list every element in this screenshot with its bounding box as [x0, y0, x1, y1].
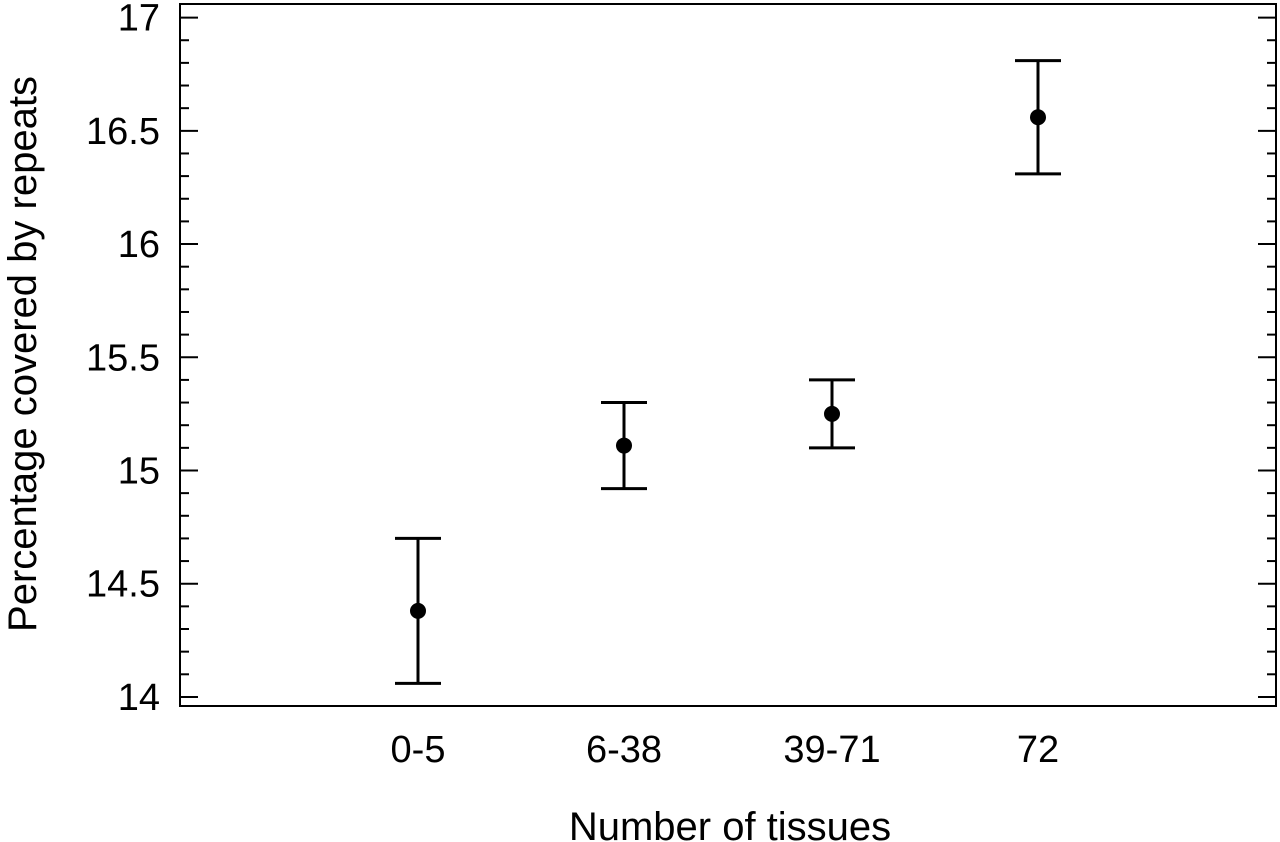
y-axis-title: Percentage covered by repeats — [1, 76, 45, 632]
x-tick-label: 6-38 — [586, 729, 662, 771]
plot-frame — [179, 3, 1277, 707]
y-tick-label: 16 — [118, 224, 160, 266]
data-points — [410, 109, 1046, 619]
data-point — [824, 405, 840, 422]
x-tick-label: 39-71 — [783, 729, 880, 771]
y-tick-label: 15 — [118, 450, 160, 492]
error-bars — [395, 59, 1061, 685]
y-tick-label: 15.5 — [86, 337, 160, 379]
x-axis-tick-labels: 0-5 6-38 39-71 72 — [391, 729, 1060, 771]
x-tick-label: 0-5 — [391, 729, 446, 771]
x-tick-label: 72 — [1017, 729, 1059, 771]
y-axis-tick-labels: 14 14.5 15 15.5 16 16.5 17 — [86, 0, 160, 719]
y-tick-label: 14 — [118, 677, 160, 719]
y-tick-label: 16.5 — [86, 111, 160, 153]
y-axis-ticks — [180, 16, 1276, 698]
x-axis-title: Number of tissues — [569, 805, 891, 842]
y-tick-label: 17 — [118, 0, 160, 40]
y-tick-label: 14.5 — [86, 564, 160, 606]
data-point — [1030, 109, 1046, 126]
data-point — [410, 602, 426, 619]
data-point — [616, 437, 632, 454]
